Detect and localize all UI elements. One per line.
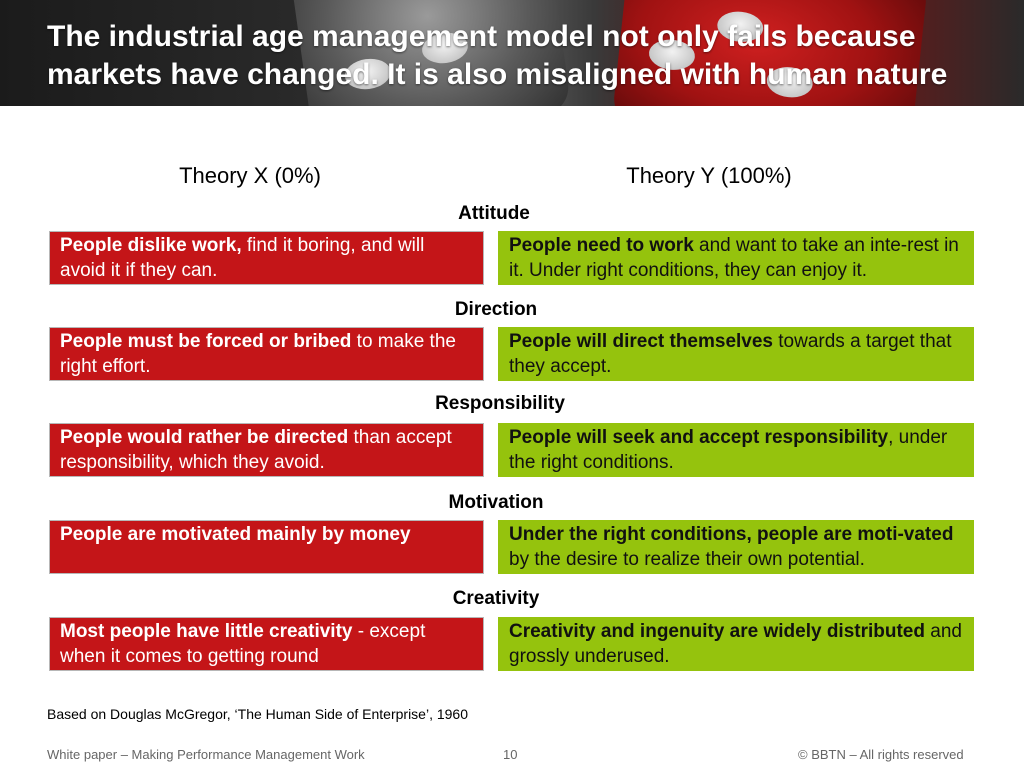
theory-x-motivation-emphasis: People are motivated mainly by money: [60, 524, 411, 545]
theory-y-heading: Theory Y (100%): [626, 163, 792, 188]
theory-x-attitude-box: People dislike work, find it boring, and…: [49, 231, 484, 285]
theory-x-creativity-text: - except when it comes to getting round: [60, 621, 426, 667]
theory-x-direction-box: People must be forced or bribed to make …: [49, 327, 484, 381]
theory-x-creativity-emphasis: Most people have little creativity: [60, 621, 353, 642]
theory-x-motivation-box: People are motivated mainly by money: [49, 520, 484, 574]
theory-x-responsibility-text: than accept responsibility, which they a…: [60, 427, 452, 473]
theory-x-attitude-emphasis: People dislike work,: [60, 235, 242, 256]
category-responsibility: Responsibility: [435, 393, 565, 414]
header-banner: The industrial age management model not …: [0, 0, 1024, 106]
footer-copyright: © BBTN – All rights reserved: [798, 747, 964, 762]
theory-y-attitude-emphasis: People need to work: [509, 235, 694, 256]
theory-y-creativity-text: and grossly underused.: [509, 621, 962, 667]
source-credit: Based on Douglas McGregor, ‘The Human Si…: [47, 706, 469, 722]
theory-y-creativity-emphasis: Creativity and ingenuity are widely dist…: [509, 621, 925, 642]
theory-x-responsibility-emphasis: People would rather be directed: [60, 427, 349, 448]
category-attitude: Attitude: [458, 203, 530, 224]
theory-y-direction-emphasis: People will direct themselves: [509, 331, 773, 352]
theory-y-responsibility-text: , under the right conditions.: [509, 427, 948, 473]
theory-y-motivation-text: by the desire to realize their own poten…: [509, 549, 865, 570]
theory-x-direction-text: to make the right effort.: [60, 331, 456, 377]
footer-document-title: White paper – Making Performance Managem…: [47, 747, 365, 762]
theory-x-heading: Theory X (0%): [179, 163, 321, 188]
category-direction: Direction: [454, 299, 538, 320]
theory-x-direction-emphasis: People must be forced or bribed: [60, 331, 352, 352]
theory-y-creativity-box: Creativity and ingenuity are widely dist…: [498, 617, 974, 671]
slide-title: The industrial age management model not …: [47, 20, 948, 91]
category-creativity: Creativity: [452, 588, 540, 609]
theory-y-direction-text: towards a target that they accept.: [509, 331, 952, 377]
theory-y-responsibility-box: People will seek and accept responsibili…: [498, 423, 974, 477]
theory-y-motivation-box: Under the right conditions, people are m…: [498, 520, 974, 574]
theory-y-direction-box: People will direct themselves towards a …: [498, 327, 974, 381]
page-number: 10: [503, 747, 518, 762]
theory-x-responsibility-box: People would rather be directed than acc…: [49, 423, 484, 477]
theory-y-attitude-box: People need to work and want to take an …: [498, 231, 974, 285]
theory-y-responsibility-emphasis: People will seek and accept responsibili…: [509, 427, 889, 448]
theory-x-creativity-box: Most people have little creativity - exc…: [49, 617, 484, 671]
theory-y-attitude-text: and want to take an inte-rest in it. Und…: [509, 235, 959, 281]
theory-y-motivation-emphasis: Under the right conditions, people are m…: [509, 524, 954, 545]
theory-x-attitude-text: find it boring, and will avoid it if the…: [60, 235, 425, 281]
category-motivation: Motivation: [448, 492, 544, 513]
